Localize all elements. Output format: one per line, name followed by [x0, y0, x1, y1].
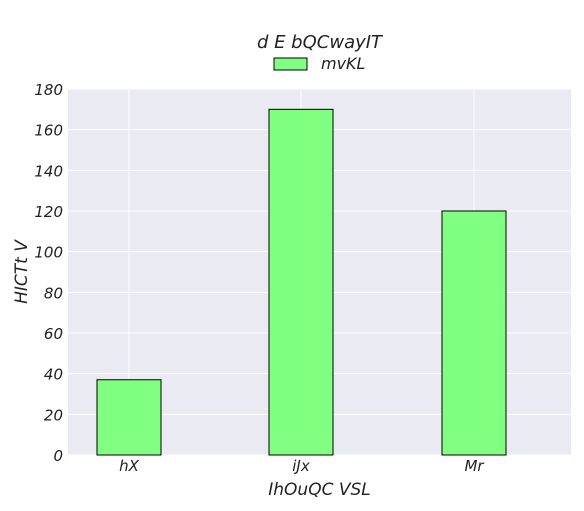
- bars: [96, 108, 507, 456]
- y-tick-label: 20: [44, 406, 63, 424]
- y-tick-label: 100: [34, 244, 63, 262]
- bar-hX: [96, 379, 162, 456]
- chart-title: d E bQCwayIT: [257, 32, 384, 53]
- y-tick-label: 160: [34, 122, 63, 140]
- x-tick-label: Mr: [464, 457, 484, 475]
- y-tick-label: 120: [34, 203, 63, 221]
- x-tick-label: hX: [119, 457, 140, 475]
- x-tick-labels: hX iJx Mr: [119, 457, 484, 475]
- y-tick-labels: 0 20 40 60 80 100 120 140 160 180: [34, 81, 63, 465]
- x-tick-label: iJx: [292, 457, 310, 475]
- y-tick-label: 80: [44, 284, 63, 302]
- y-tick-label: 140: [34, 162, 63, 180]
- y-tick-label: 60: [44, 325, 63, 343]
- legend-swatch: [273, 57, 308, 71]
- legend-label: mvKL: [321, 54, 365, 73]
- x-axis-label: IhOuQC VSL: [268, 480, 371, 500]
- bar-Mr: [441, 210, 507, 456]
- y-axis-label: HICTt V: [12, 239, 32, 304]
- legend: mvKL: [273, 54, 365, 73]
- bar-iJx: [268, 108, 334, 456]
- y-tick-label: 0: [53, 447, 63, 465]
- y-tick-label: 180: [34, 81, 63, 99]
- y-tick-label: 40: [44, 366, 63, 384]
